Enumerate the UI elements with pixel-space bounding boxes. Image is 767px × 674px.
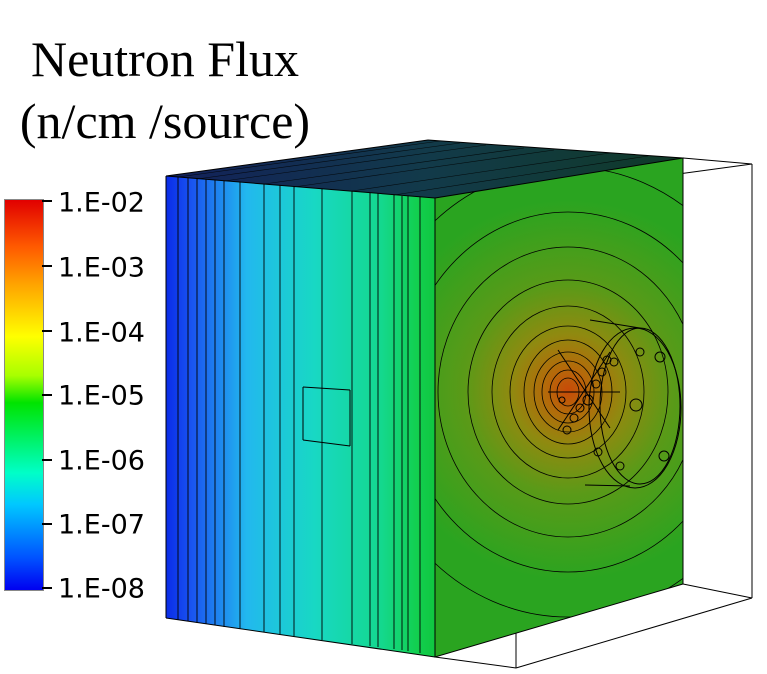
colorbar-tick (42, 330, 52, 332)
colorbar-tick-label: 1.E-02 (58, 187, 145, 219)
top-layer-lines (177, 140, 649, 196)
colorbar-tick (42, 587, 52, 589)
colorbar-tick-label: 1.E-04 (58, 317, 145, 349)
source-assembly (548, 319, 682, 489)
colorbar-tick-label: 1.E-05 (58, 380, 145, 412)
layer-lines (177, 177, 421, 653)
color-scale-bar (4, 199, 44, 591)
title-line-2: (n/cm /source) (19, 93, 311, 149)
colorbar-tick-label: 1.E-08 (58, 573, 145, 605)
colorbar-tick (42, 394, 52, 396)
detector-outline (302, 386, 351, 447)
colorbar-tick (42, 523, 52, 525)
colorbar-tick-label: 1.E-06 (58, 445, 145, 477)
box-edges (165, 139, 684, 658)
colorbar-tick-label: 1.E-07 (58, 509, 145, 541)
colorbar-tick (42, 200, 52, 202)
side-face (166, 176, 435, 657)
colorbar-tick (42, 459, 52, 461)
colorbar-tick (42, 265, 52, 267)
colorbar-tick-label: 1.E-03 (58, 252, 145, 284)
top-face (166, 140, 683, 198)
title-line-1: Neutron Flux (30, 31, 300, 87)
front-face (435, 158, 683, 657)
